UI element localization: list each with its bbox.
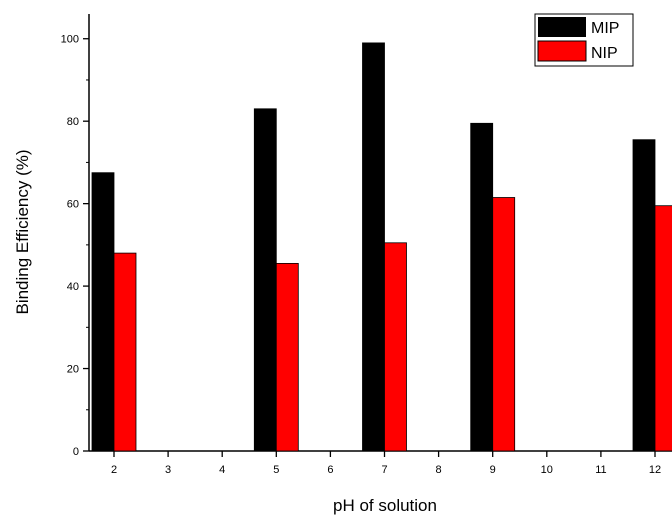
legend-swatch-nip xyxy=(537,40,587,62)
x-tick-label: 10 xyxy=(541,464,553,476)
x-tick-label: 11 xyxy=(595,464,606,476)
bar-mip-ph-5 xyxy=(253,108,277,452)
bar-nip-ph-2 xyxy=(113,252,137,452)
x-tick-label: 5 xyxy=(273,464,279,476)
legend: MIP NIP xyxy=(534,13,634,67)
y-axis-title: Binding Efficiency (%) xyxy=(13,149,32,314)
x-tick-label: 12 xyxy=(649,464,661,476)
y-tick-label: 100 xyxy=(61,34,79,46)
x-tick-label: 2 xyxy=(111,464,117,476)
bar-mip-ph-12 xyxy=(632,139,656,452)
x-tick-label: 9 xyxy=(490,464,496,476)
bar-nip-ph-5 xyxy=(275,262,299,452)
bars-group xyxy=(91,42,672,452)
bar-nip-ph-12 xyxy=(654,205,672,452)
bar-nip-ph-9 xyxy=(492,197,516,452)
y-tick-label: 20 xyxy=(67,364,79,376)
y-tick-label: 80 xyxy=(67,116,79,128)
y-tick-label: 0 xyxy=(73,446,79,458)
x-tick-label: 7 xyxy=(381,464,387,476)
bar-mip-ph-2 xyxy=(91,172,115,452)
bar-nip-ph-7 xyxy=(384,242,407,452)
y-tick-label: 60 xyxy=(67,199,79,211)
legend-label-mip: MIP xyxy=(591,20,619,37)
x-tick-label: 6 xyxy=(327,464,333,476)
x-tick-label: 3 xyxy=(165,464,171,476)
bar-mip-ph-9 xyxy=(470,122,494,452)
x-ticks-group: 2 3 4 5 6 7 8 9 10 11 12 xyxy=(111,451,661,476)
y-tick-label: 40 xyxy=(67,281,79,293)
bar-mip-ph-7 xyxy=(362,42,385,452)
x-tick-label: 4 xyxy=(219,464,225,476)
x-tick-label: 8 xyxy=(436,464,442,476)
legend-swatch-mip xyxy=(538,17,586,37)
legend-label-nip: NIP xyxy=(591,45,618,62)
x-axis-title: pH of solution xyxy=(333,496,437,515)
y-ticks-group: 0 20 40 60 80 100 xyxy=(61,34,89,458)
